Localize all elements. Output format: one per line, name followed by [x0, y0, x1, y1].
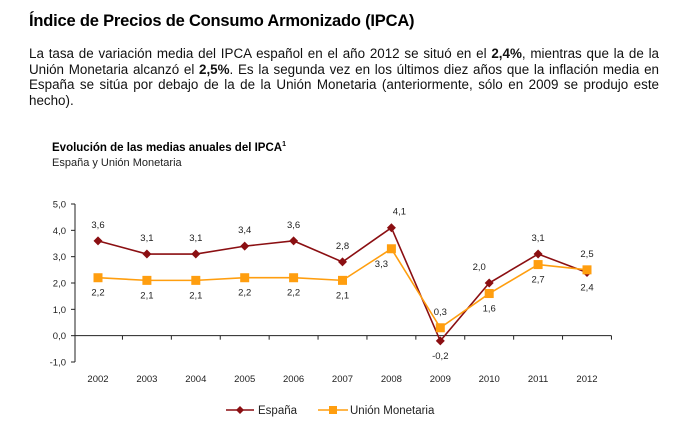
- legend-square-icon: [329, 406, 337, 414]
- data-label-union-monetaria: 2,5: [580, 249, 593, 260]
- data-point-espana: [338, 257, 347, 267]
- data-point-union-monetaria: [484, 289, 494, 299]
- data-label-union-monetaria: 2,1: [336, 290, 349, 301]
- data-label-espana: -0,2: [432, 351, 448, 362]
- data-point-espana: [142, 249, 152, 259]
- data-label-espana: 4,1: [393, 207, 406, 218]
- data-point-espana: [484, 278, 494, 288]
- y-tick-label: 2,0: [53, 279, 66, 290]
- data-label-union-monetaria: 0,3: [434, 307, 447, 318]
- y-tick-label: 4,0: [53, 226, 66, 237]
- data-label-union-monetaria: 1,6: [483, 304, 496, 315]
- data-point-union-monetaria: [435, 323, 445, 333]
- data-point-union-monetaria: [289, 273, 299, 283]
- data-label-espana: 2,4: [580, 282, 593, 293]
- paragraph-text: . Es la segunda vez en los últimos diez …: [29, 61, 659, 108]
- data-label-union-monetaria: 2,1: [189, 290, 202, 301]
- x-tick-label: 2010: [479, 374, 500, 385]
- chart-title: Evolución de las medias anuales del IPCA…: [52, 141, 286, 154]
- data-point-union-monetaria: [191, 275, 201, 285]
- paragraph-text: , mientras que la de la Unión Monetaria …: [29, 46, 660, 77]
- data-point-espana: [191, 249, 201, 259]
- data-point-union-monetaria: [93, 273, 103, 283]
- data-point-espana: [435, 336, 445, 346]
- x-tick-label: 2007: [332, 374, 353, 385]
- data-label-espana: 3,6: [287, 220, 300, 231]
- data-label-espana: 3,1: [189, 233, 202, 244]
- y-tick-label: 3,0: [53, 252, 66, 263]
- legend-label: Unión Monetaria: [350, 405, 435, 417]
- y-tick-label: 0,0: [53, 331, 66, 342]
- x-tick-label: 2012: [576, 374, 597, 385]
- x-tick-label: 2009: [430, 374, 451, 385]
- highlight-value: 2,4%: [491, 46, 522, 61]
- x-tick-label: 2008: [381, 374, 402, 385]
- highlight-value: 2,5%: [199, 61, 230, 77]
- data-label-union-monetaria: 2,1: [140, 290, 153, 301]
- data-label-union-monetaria: 2,2: [91, 288, 104, 299]
- data-point-union-monetaria: [386, 244, 396, 254]
- data-point-union-monetaria: [582, 265, 592, 275]
- x-tick-label: 2002: [87, 374, 108, 385]
- x-tick-label: 2004: [185, 374, 206, 385]
- data-label-union-monetaria: 2,2: [238, 288, 251, 299]
- data-point-union-monetaria: [142, 275, 152, 285]
- y-tick-label: -1,0: [50, 358, 66, 369]
- chart-title-text: Evolución de las medias anuales del IPCA: [52, 141, 283, 154]
- data-label-espana: 2,8: [336, 241, 349, 252]
- data-point-espana: [533, 249, 543, 259]
- data-label-espana: 2,0: [473, 262, 486, 273]
- data-point-union-monetaria: [338, 275, 347, 285]
- data-point-union-monetaria: [240, 273, 250, 283]
- data-point-espana: [93, 236, 103, 246]
- data-point-union-monetaria: [533, 260, 543, 270]
- paragraph-text: La tasa de variación media del IPCA espa…: [29, 46, 492, 61]
- data-label-union-monetaria: 3,3: [375, 259, 388, 270]
- data-point-espana: [386, 223, 396, 233]
- x-tick-label: 2005: [234, 374, 255, 385]
- data-label-espana: 3,1: [140, 233, 153, 244]
- x-tick-label: 2003: [136, 374, 157, 385]
- data-point-espana: [289, 236, 299, 246]
- data-label-espana: 3,4: [238, 225, 251, 236]
- chart-subtitle: España y Unión Monetaria: [52, 157, 182, 169]
- page-title: Índice de Precios de Consumo Armonizado …: [29, 12, 415, 30]
- data-label-espana: 3,1: [531, 233, 544, 244]
- data-label-union-monetaria: 2,7: [531, 275, 544, 286]
- y-tick-label: 1,0: [53, 305, 66, 316]
- data-label-union-monetaria: 2,2: [287, 288, 300, 299]
- data-point-espana: [240, 241, 250, 251]
- data-label-espana: 3,6: [91, 220, 104, 231]
- legend-label: España: [258, 405, 298, 417]
- chart-title-footnote: 1: [282, 141, 286, 148]
- y-tick-label: 5,0: [53, 200, 66, 211]
- x-tick-label: 2006: [283, 374, 304, 385]
- intro-paragraph: La tasa de variación media del IPCA espa…: [29, 46, 659, 108]
- x-tick-label: 2011: [528, 374, 548, 385]
- legend-diamond-icon: [236, 406, 244, 414]
